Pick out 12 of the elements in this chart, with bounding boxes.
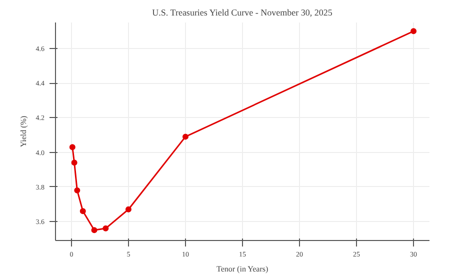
point (69, 144, 76, 150)
point (80, 208, 86, 214)
point (71, 160, 78, 166)
x-axis-title: Tenor (in Years) (216, 264, 269, 274)
point (74, 187, 80, 194)
point (102, 225, 109, 232)
point (125, 206, 132, 212)
point (182, 134, 188, 140)
chart-title: U.S. Treasuries Yield Curve - November 30, 2025 (152, 8, 333, 18)
y-axis-title: Yield (%) (18, 116, 28, 148)
point (410, 28, 417, 34)
point (91, 227, 98, 234)
